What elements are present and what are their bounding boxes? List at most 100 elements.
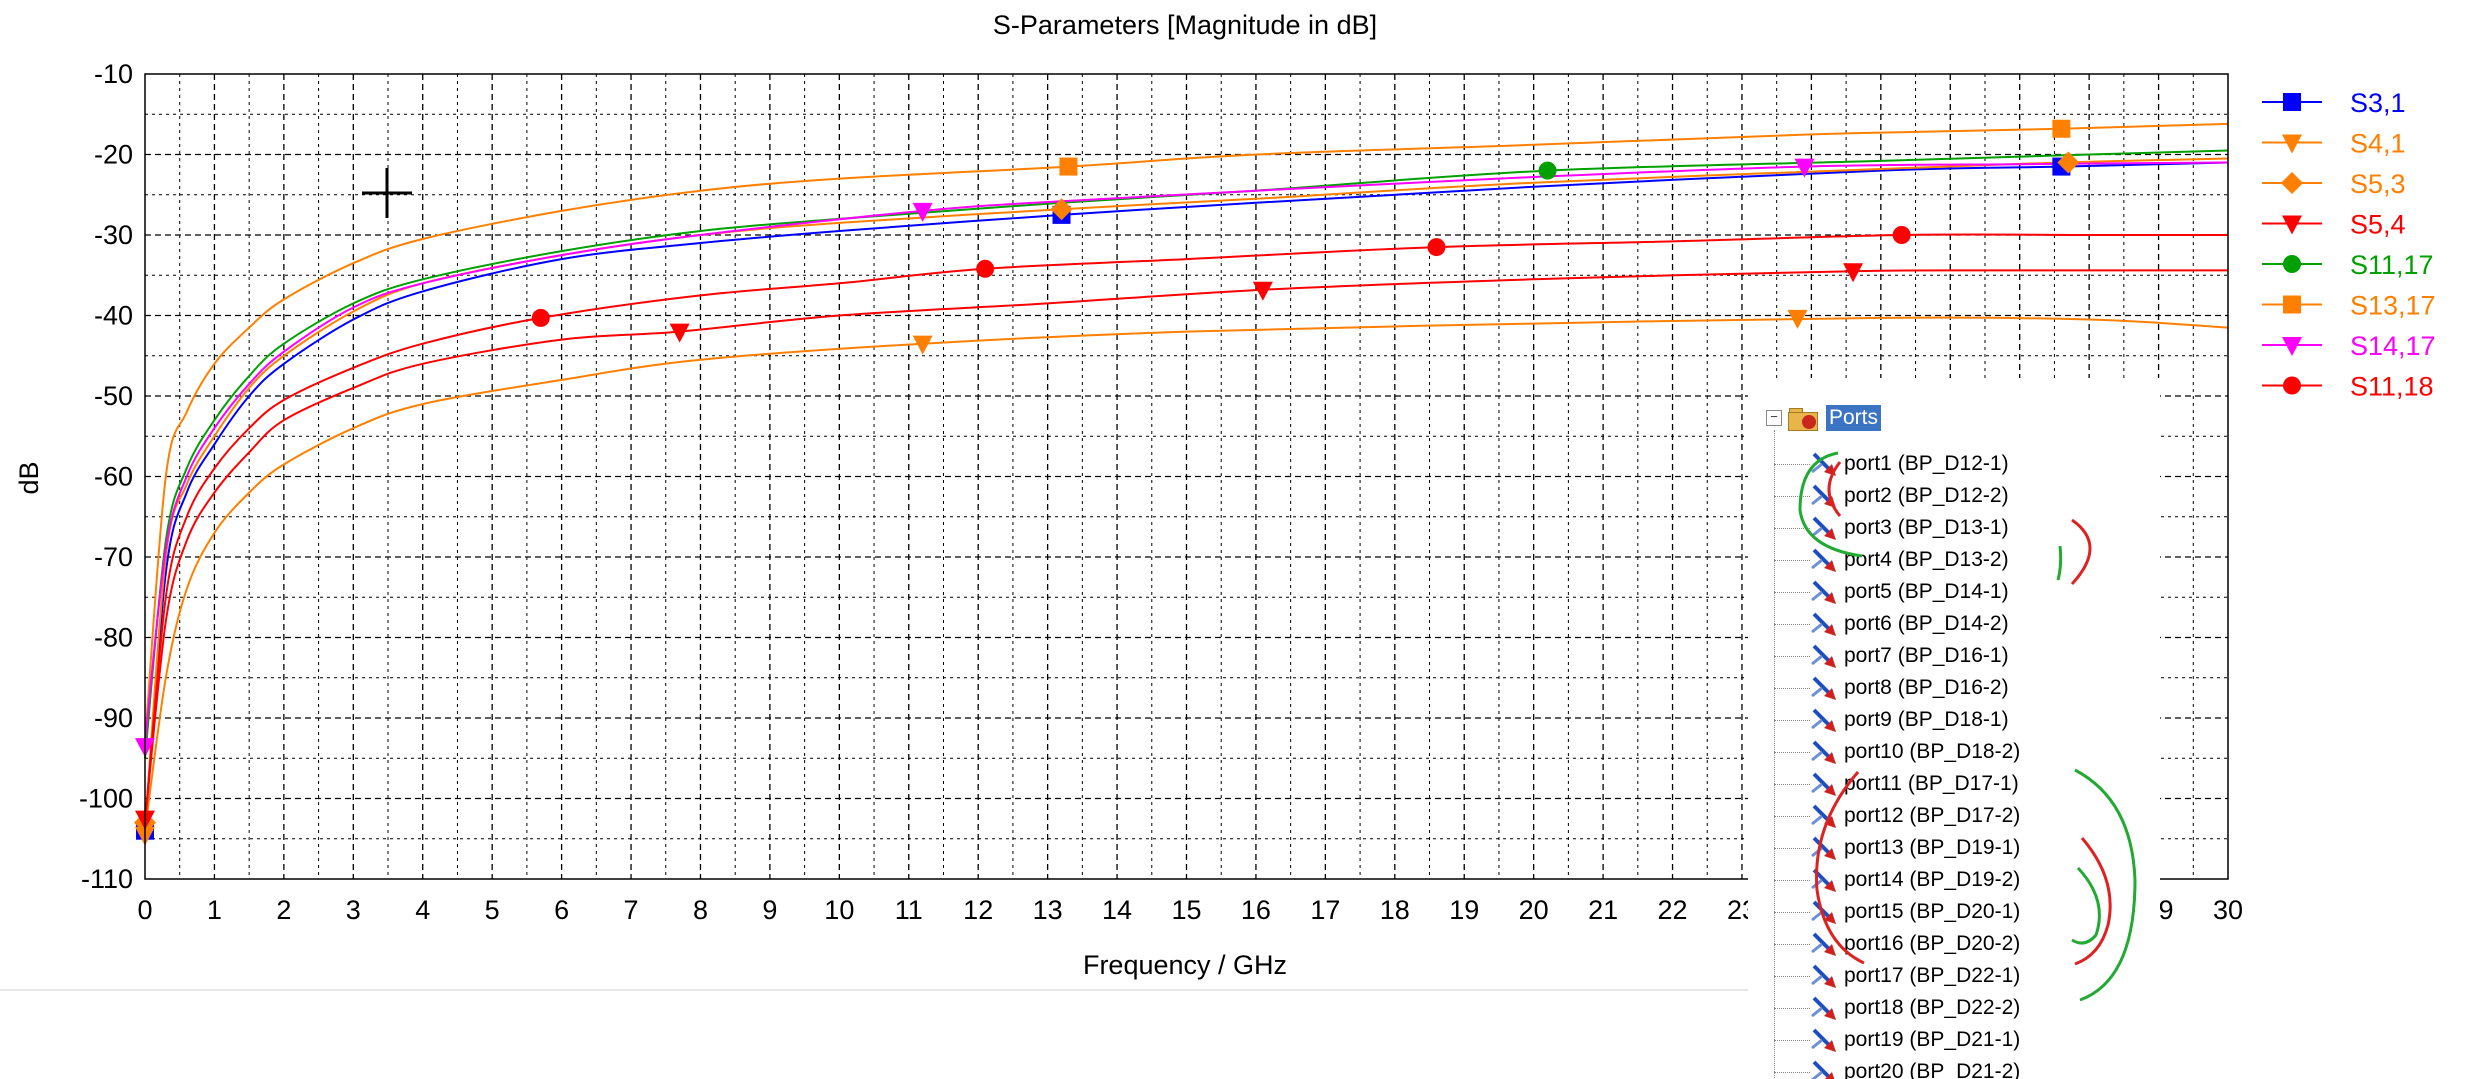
- y-tick-label: -10: [94, 59, 133, 89]
- y-tick-label: -70: [94, 542, 133, 572]
- legend-entry-S5-4: S5,4: [2262, 210, 2406, 240]
- chart-title: S-Parameters [Magnitude in dB]: [993, 10, 1377, 40]
- legend-label: S14,17: [2350, 331, 2436, 361]
- legend-label: S5,3: [2350, 169, 2406, 199]
- port-label: port16 (BP_D20-2): [1844, 932, 2021, 955]
- x-tick-label: 22: [1658, 895, 1688, 925]
- port-icon: [1810, 770, 1838, 798]
- legend-entry-S5-3: S5,3: [2262, 169, 2406, 199]
- x-tick-label: 15: [1171, 895, 1201, 925]
- port-item[interactable]: port17 (BP_D22-1): [1774, 960, 2020, 992]
- port-label: port4 (BP_D13-2): [1844, 548, 2009, 571]
- port-item[interactable]: port1 (BP_D12-1): [1774, 448, 2009, 480]
- tree-branch-line: [1774, 847, 1810, 849]
- legend: S3,1 S4,1 S5,3 S5,4 S11,17 S13,17 S14,17 S11,18: [2262, 88, 2436, 402]
- data-marker-S11-17: [1538, 161, 1557, 180]
- data-marker-S13-17: [1059, 157, 1078, 176]
- x-tick-label: 2: [276, 895, 291, 925]
- port-label: port18 (BP_D22-2): [1844, 996, 2021, 1019]
- legend-marker: [2282, 215, 2302, 235]
- y-tick-label: -80: [94, 623, 133, 653]
- port-item[interactable]: port12 (BP_D17-2): [1774, 800, 2020, 832]
- port-item[interactable]: port20 (BP_D21-2): [1774, 1056, 2020, 1079]
- plot-frame: [144, 73, 2229, 880]
- y-tick-label: -60: [94, 462, 133, 492]
- port-item[interactable]: port6 (BP_D14-2): [1774, 608, 2009, 640]
- legend-label: S13,17: [2350, 291, 2436, 321]
- series-line-S5-4: [144, 269, 2229, 823]
- tree-root-label: Ports: [1826, 405, 1882, 431]
- port-item[interactable]: port4 (BP_D13-2): [1774, 544, 2009, 576]
- x-tick-label: 16: [1241, 895, 1271, 925]
- port-icon: [1810, 514, 1838, 542]
- port-icon: [1810, 706, 1838, 734]
- data-marker-S5-4: [669, 323, 690, 343]
- legend-marker: [2282, 134, 2302, 154]
- tree-branch-line: [1774, 719, 1810, 721]
- data-marker-S14-17: [912, 202, 933, 222]
- data-marker-S5-3: [1050, 198, 1073, 221]
- data-marker-S11-18: [976, 259, 995, 278]
- x-tick-label: 1: [207, 895, 222, 925]
- legend-entry-S11-18: S11,18: [2262, 372, 2434, 402]
- port-label: port9 (BP_D18-1): [1844, 708, 2009, 731]
- legend-label: S5,4: [2350, 210, 2406, 240]
- x-tick-label: 5: [485, 895, 500, 925]
- legend-entry-S4-1: S4,1: [2262, 129, 2406, 159]
- tree-root-ports[interactable]: − Ports: [1766, 403, 1882, 433]
- port-item[interactable]: port15 (BP_D20-1): [1774, 896, 2020, 928]
- port-icon: [1810, 482, 1838, 510]
- y-tick-label: -20: [94, 140, 133, 170]
- port-label: port2 (BP_D12-2): [1844, 484, 2009, 507]
- crosshair-cursor-icon: [362, 168, 412, 218]
- port-item[interactable]: port19 (BP_D21-1): [1774, 1024, 2020, 1056]
- port-label: port8 (BP_D16-2): [1844, 676, 2009, 699]
- tree-branch-line: [1774, 559, 1810, 561]
- port-item[interactable]: port13 (BP_D19-1): [1774, 832, 2020, 864]
- port-item[interactable]: port7 (BP_D16-1): [1774, 640, 2009, 672]
- collapse-icon[interactable]: −: [1766, 410, 1782, 426]
- port-label: port13 (BP_D19-1): [1844, 836, 2021, 859]
- port-icon: [1810, 610, 1838, 638]
- ports-folder-icon: [1788, 407, 1820, 431]
- x-tick-label: 13: [1033, 895, 1063, 925]
- port-label: port15 (BP_D20-1): [1844, 900, 2021, 923]
- port-icon: [1810, 898, 1838, 926]
- port-item[interactable]: port18 (BP_D22-2): [1774, 992, 2020, 1024]
- data-marker-S5-3: [2057, 151, 2080, 174]
- port-icon: [1810, 1026, 1838, 1054]
- port-item[interactable]: port14 (BP_D19-2): [1774, 864, 2020, 896]
- port-item[interactable]: port3 (BP_D13-1): [1774, 512, 2009, 544]
- x-tick-label: 19: [1449, 895, 1479, 925]
- series-line-S11-17: [144, 149, 2229, 759]
- legend-label: S11,17: [2350, 250, 2434, 280]
- x-tick-label: 3: [346, 895, 361, 925]
- x-tick-label: 0: [137, 895, 152, 925]
- tree-guide-line: [1774, 430, 1775, 1079]
- port-item[interactable]: port8 (BP_D16-2): [1774, 672, 2009, 704]
- series-line-S13-17: [144, 122, 2229, 743]
- port-icon: [1810, 994, 1838, 1022]
- series-line-S14-17: [144, 161, 2229, 743]
- port-icon: [1810, 546, 1838, 574]
- x-tick-label: 12: [963, 895, 993, 925]
- port-icon: [1810, 834, 1838, 862]
- port-item[interactable]: port16 (BP_D20-2): [1774, 928, 2020, 960]
- legend-marker: [2283, 93, 2301, 111]
- x-tick-label: 10: [824, 895, 854, 925]
- tree-branch-line: [1774, 623, 1810, 625]
- ports-tree-panel: − Ports port1 (BP_D12-1) port2 (BP_D12-2)…: [1748, 378, 2160, 1079]
- tree-branch-line: [1774, 815, 1810, 817]
- port-label: port3 (BP_D13-1): [1844, 516, 2009, 539]
- x-tick-label: 8: [693, 895, 708, 925]
- port-item[interactable]: port5 (BP_D14-1): [1774, 576, 2009, 608]
- x-tick-label: 20: [1519, 895, 1549, 925]
- port-item[interactable]: port11 (BP_D17-1): [1774, 768, 2019, 800]
- data-marker-S4-1: [1787, 309, 1808, 329]
- port-label: port11 (BP_D17-1): [1844, 772, 2019, 795]
- port-item[interactable]: port2 (BP_D12-2): [1774, 480, 2009, 512]
- port-item[interactable]: port10 (BP_D18-2): [1774, 736, 2020, 768]
- y-tick-label: -100: [79, 784, 133, 814]
- port-item[interactable]: port9 (BP_D18-1): [1774, 704, 2009, 736]
- tree-branch-line: [1774, 495, 1810, 497]
